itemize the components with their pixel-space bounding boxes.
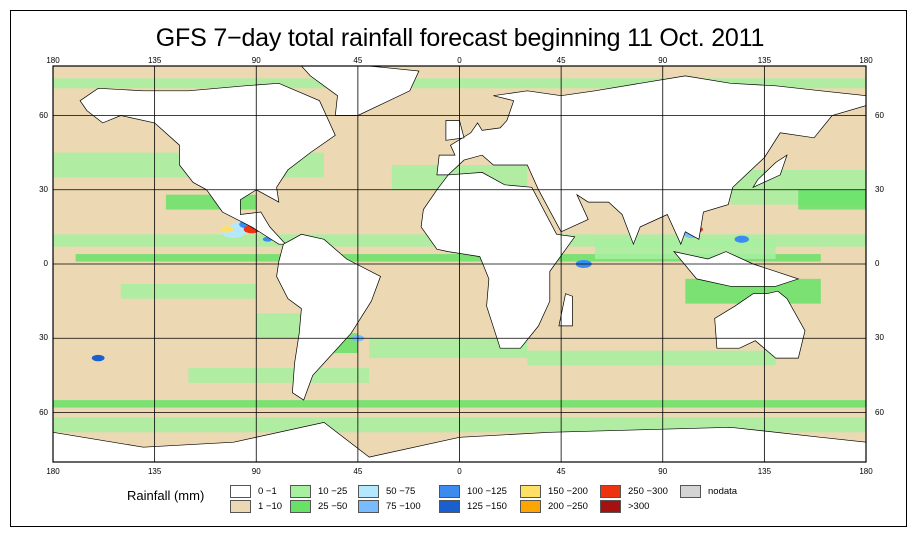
y-tick-right: 0 [875,259,880,268]
x-tick-bottom: 45 [353,467,363,476]
x-tick-bottom: 180 [859,467,873,476]
legend-label: 50 −75 [386,486,416,497]
x-tick-top: 180 [46,56,60,65]
x-tick-top: 45 [556,56,566,65]
rain-cluster [220,226,234,233]
legend-label: nodata [708,486,738,497]
rain-band [527,350,776,366]
legend-label: 125 −150 [467,501,507,512]
legend-swatch [520,500,541,513]
legend-title: Rainfall (mm) [127,488,205,503]
x-tick-bottom: 135 [757,467,772,476]
x-tick-top: 135 [757,56,772,65]
legend-swatch [290,485,311,498]
legend-label: >300 [628,501,650,512]
x-tick-bottom: 135 [147,467,162,476]
x-tick-bottom: 0 [457,467,462,476]
y-tick-right: 60 [875,407,884,417]
x-tick-bottom: 45 [556,467,566,476]
y-tick-left: 60 [39,407,48,417]
rain-band [798,189,866,210]
legend-swatch [230,485,251,498]
rain-band [75,254,821,262]
x-tick-bottom: 180 [46,467,60,476]
continent-south-america [276,233,381,401]
legend-label: 250 −300 [628,486,668,497]
legend-swatch [600,500,621,513]
legend-label: 150 −200 [548,486,588,497]
legend-swatch [439,500,460,513]
y-tick-left: 30 [39,184,48,194]
legend-label: 25 −50 [318,501,348,512]
legend-swatch [600,485,621,498]
y-tick-left: 60 [39,110,48,120]
y-tick-right: 60 [875,110,884,120]
rain-cluster [734,235,749,243]
legend-label: 75 −100 [386,501,421,512]
x-tick-top: 180 [859,56,873,65]
legend-swatch [520,485,541,498]
legend-label: 100 −125 [467,486,507,497]
map-border [52,65,867,463]
x-tick-top: 135 [147,56,162,65]
x-tick-bottom: 90 [251,467,261,476]
legend-swatch [358,485,379,498]
rain-band [188,367,370,383]
islands-japan [752,154,788,189]
legend-label: 0 −1 [258,486,277,497]
legend-label: 200 −250 [548,501,588,512]
islands-indonesia [673,251,800,287]
y-tick-right: 30 [875,333,884,343]
legend-swatch [358,500,379,513]
legend-swatch [439,485,460,498]
map-title: GFS 7−day total rainfall forecast beginn… [155,24,765,52]
x-tick-top: 0 [457,56,462,65]
island-madagascar [558,293,573,327]
rain-band [120,283,257,299]
y-tick-left: 0 [43,259,48,268]
x-tick-top: 90 [251,56,261,65]
y-tick-right: 30 [875,184,884,194]
figure-frame [10,10,907,527]
rain-cluster [91,354,105,362]
legend-swatch [680,485,701,498]
graticule [53,66,866,462]
legend-swatch [290,500,311,513]
x-tick-bottom: 90 [658,467,668,476]
legend-label: 10 −25 [318,486,348,497]
legend-swatch [230,500,251,513]
continent-north-america [79,82,336,245]
x-tick-top: 45 [353,56,363,65]
continent-australia [714,290,806,359]
legend-label: 1 −10 [258,501,283,512]
y-tick-left: 30 [39,333,48,343]
rain-band [369,338,528,359]
x-tick-top: 90 [658,56,668,65]
